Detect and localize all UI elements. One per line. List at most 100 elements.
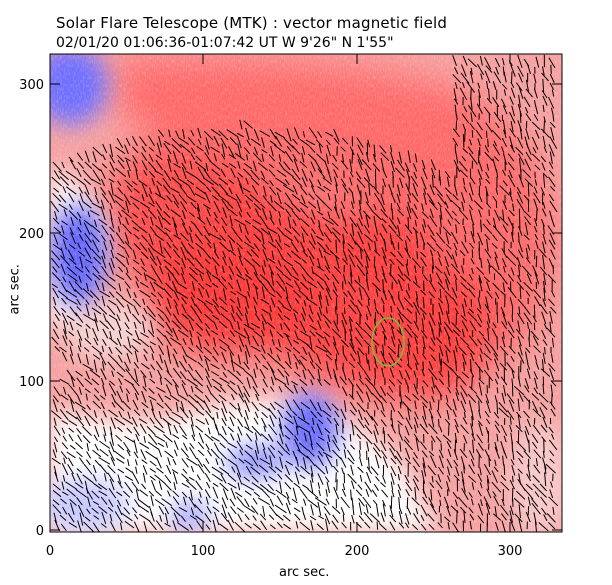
field-vector bbox=[478, 330, 485, 337]
field-vector bbox=[258, 464, 269, 473]
field-vector bbox=[515, 328, 525, 339]
field-vector bbox=[543, 323, 548, 330]
field-vector bbox=[140, 332, 149, 338]
field-vector bbox=[532, 483, 539, 491]
field-vector bbox=[212, 355, 219, 363]
field-vector bbox=[315, 345, 328, 353]
field-vector bbox=[549, 136, 558, 149]
field-vector bbox=[221, 408, 227, 422]
field-vector bbox=[268, 424, 278, 436]
field-vector bbox=[342, 352, 348, 362]
field-vector bbox=[503, 435, 507, 443]
field-vector bbox=[244, 409, 249, 420]
field-vector bbox=[454, 499, 458, 507]
field-vector bbox=[190, 465, 194, 473]
field-vector bbox=[268, 466, 277, 473]
field-vector bbox=[453, 459, 459, 467]
field-vector bbox=[428, 321, 434, 332]
field-vector bbox=[133, 426, 140, 437]
field-vector bbox=[307, 153, 317, 162]
field-vector bbox=[172, 150, 179, 165]
field-vector bbox=[118, 266, 124, 273]
field-vector bbox=[333, 320, 340, 332]
field-vector bbox=[122, 400, 131, 410]
field-vector bbox=[398, 338, 403, 348]
field-vector bbox=[501, 248, 508, 258]
field-vector bbox=[97, 483, 108, 491]
field-vector bbox=[196, 145, 204, 152]
field-vector bbox=[420, 329, 428, 339]
field-vector bbox=[62, 335, 68, 346]
field-vector bbox=[245, 296, 250, 309]
field-vector bbox=[139, 513, 151, 522]
field-vector bbox=[459, 336, 470, 347]
field-vector bbox=[211, 371, 220, 377]
field-vector bbox=[124, 179, 133, 188]
field-vector bbox=[181, 383, 189, 397]
field-vector bbox=[363, 511, 373, 523]
field-vector bbox=[165, 330, 174, 337]
field-vector bbox=[149, 298, 156, 305]
field-vector bbox=[93, 359, 98, 373]
field-vector bbox=[414, 275, 418, 284]
field-vector bbox=[415, 297, 419, 308]
field-vector bbox=[237, 513, 243, 523]
field-vector bbox=[202, 248, 212, 260]
field-vector bbox=[108, 190, 116, 204]
field-vector bbox=[366, 305, 372, 317]
field-vector bbox=[475, 448, 482, 459]
field-vector bbox=[387, 433, 394, 443]
field-vector bbox=[518, 457, 524, 465]
field-vector bbox=[52, 296, 57, 306]
field-vector bbox=[357, 484, 363, 490]
field-vector bbox=[484, 70, 491, 84]
field-vector bbox=[355, 489, 363, 497]
field-vector bbox=[76, 152, 84, 161]
field-vector bbox=[443, 496, 450, 509]
field-vector bbox=[355, 327, 364, 339]
field-vector bbox=[126, 267, 129, 274]
field-vector bbox=[333, 176, 338, 187]
field-vector bbox=[307, 273, 315, 282]
field-vector bbox=[154, 170, 164, 176]
field-vector bbox=[336, 479, 338, 491]
field-vector bbox=[355, 383, 364, 394]
field-vector bbox=[494, 420, 500, 427]
field-vector bbox=[456, 509, 458, 524]
field-vector bbox=[215, 458, 219, 465]
field-vector bbox=[500, 513, 507, 521]
field-vector bbox=[285, 399, 292, 412]
field-vector bbox=[374, 241, 377, 254]
field-vector bbox=[538, 248, 547, 258]
field-vector bbox=[420, 251, 427, 258]
field-vector bbox=[157, 313, 165, 322]
field-vector bbox=[101, 361, 105, 371]
field-vector bbox=[230, 487, 236, 500]
field-vector bbox=[268, 291, 276, 298]
field-vector bbox=[261, 417, 267, 428]
field-vector bbox=[276, 440, 286, 452]
field-vector bbox=[346, 449, 355, 462]
field-vector bbox=[165, 321, 173, 333]
field-vector bbox=[470, 258, 475, 265]
field-vector bbox=[54, 519, 60, 532]
field-vector bbox=[431, 329, 436, 341]
field-vector bbox=[506, 256, 517, 267]
field-vector bbox=[500, 306, 506, 316]
field-vector bbox=[396, 329, 404, 336]
field-vector bbox=[311, 228, 316, 235]
field-vector bbox=[486, 258, 492, 268]
field-vector bbox=[220, 458, 225, 467]
field-vector bbox=[237, 177, 243, 189]
field-vector bbox=[181, 491, 188, 498]
field-vector bbox=[300, 408, 306, 420]
field-vector bbox=[235, 464, 242, 478]
field-vector bbox=[325, 465, 329, 474]
field-vector bbox=[397, 465, 402, 475]
field-vector bbox=[412, 393, 420, 401]
field-vector bbox=[211, 314, 220, 321]
field-vector bbox=[446, 475, 451, 482]
field-vector bbox=[244, 399, 250, 412]
field-vector bbox=[523, 410, 530, 419]
field-vector bbox=[301, 233, 305, 243]
